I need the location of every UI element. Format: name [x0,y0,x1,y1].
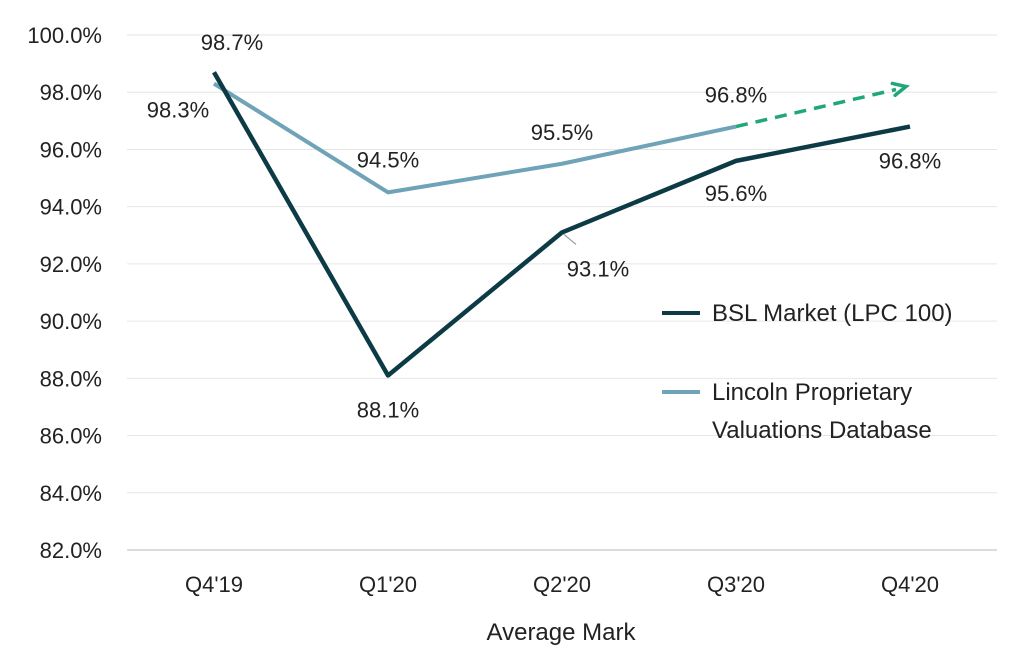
label-leader-line [563,233,577,245]
series-lines [212,71,911,378]
legend-label-lincoln-line1: Lincoln Proprietary [712,379,912,406]
series-line-lincoln [212,81,737,195]
x-axis-ticks: Q4'19 Q1'20 Q2'20 Q3'20 Q4'20 [185,572,939,597]
data-label-bsl: 98.7% [201,30,263,55]
y-tick-label: 98.0% [40,80,102,105]
x-tick-label: Q3'20 [707,572,765,597]
y-axis-ticks: 82.0% 84.0% 86.0% 88.0% 90.0% 92.0% 94.0% 96.0%… [27,23,102,563]
x-tick-label: Q1'20 [359,572,417,597]
legend: BSL Market (LPC 100) Lincoln Proprietary… [662,300,953,444]
series-line-bsl [212,71,911,378]
data-label-lincoln: 95.5% [531,120,593,145]
y-tick-label: 82.0% [40,538,102,563]
x-tick-label: Q2'20 [533,572,591,597]
data-label-bsl: 96.8% [879,149,941,174]
y-tick-label: 88.0% [40,366,102,391]
data-label-lincoln: 96.8% [705,83,767,108]
y-tick-label: 94.0% [40,195,102,220]
y-tick-label: 84.0% [40,481,102,506]
legend-label-lincoln-line2: Valuations Database [712,417,932,444]
y-tick-label: 100.0% [27,23,102,48]
projection-arrowhead [890,81,910,98]
data-label-lincoln: 98.3% [147,98,209,123]
data-label-bsl: 95.6% [705,181,767,206]
y-tick-label: 92.0% [40,252,102,277]
projection-line [735,87,897,129]
legend-label-bsl: BSL Market (LPC 100) [712,300,953,327]
data-labels: 98.7% 88.1% 93.1% 95.6% 96.8% 98.3% 94.5% 95.5%… [147,30,941,422]
x-tick-label: Q4'19 [185,572,243,597]
x-tick-label: Q4'20 [881,572,939,597]
y-tick-label: 86.0% [40,424,102,449]
data-label-bsl: 93.1% [567,256,629,281]
data-label-bsl: 88.1% [357,397,419,422]
gridlines [127,34,997,551]
x-axis-title: Average Mark [487,619,637,646]
data-label-lincoln: 94.5% [357,147,419,172]
y-tick-label: 96.0% [40,137,102,162]
y-tick-label: 90.0% [40,309,102,334]
